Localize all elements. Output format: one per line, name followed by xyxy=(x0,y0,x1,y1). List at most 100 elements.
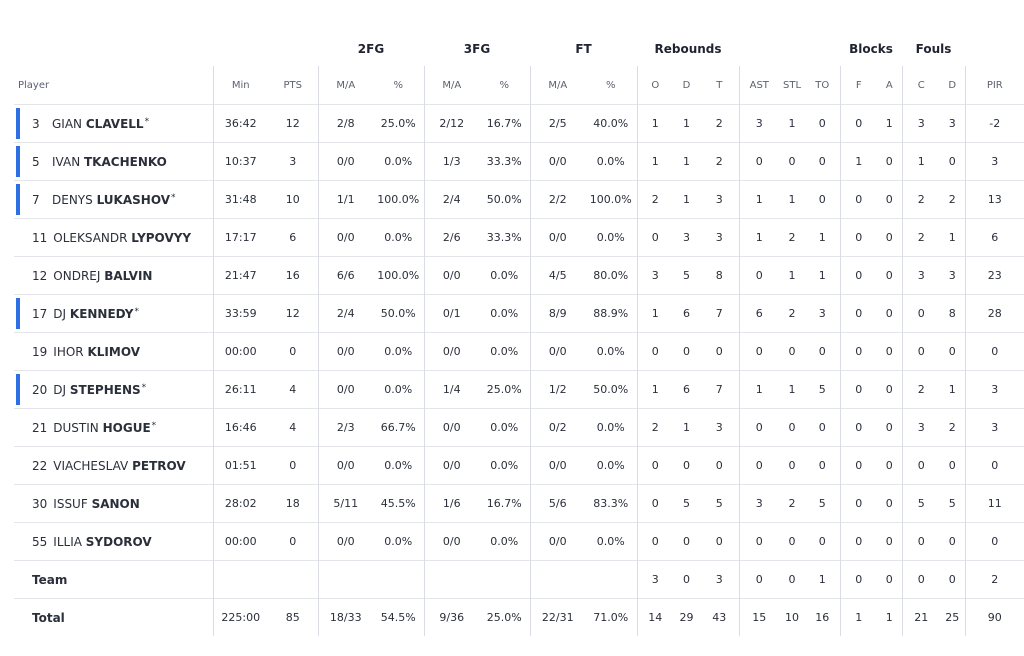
player-first-name: IHOR xyxy=(53,344,84,359)
player-cell[interactable]: 21 DUSTIN HOGUE* xyxy=(14,408,213,447)
col-2fg-ma[interactable]: M/A xyxy=(317,66,373,105)
stat-ft-pct: 0.0% xyxy=(585,522,638,561)
col-3fg-ma[interactable]: M/A xyxy=(423,66,479,105)
player-cell[interactable]: 30 ISSUF SANON xyxy=(14,484,213,523)
player-cell[interactable]: 20 DJ STEPHENS* xyxy=(14,370,213,409)
stat-fg2-pct: 0.0% xyxy=(373,370,424,409)
player-last-name[interactable]: PETROV xyxy=(132,458,186,473)
player-cell[interactable]: 17 DJ KENNEDY* xyxy=(14,294,213,333)
col-3fg-pct[interactable]: % xyxy=(499,79,509,91)
player-cell[interactable]: 7 DENYS LUKASHOV* xyxy=(14,180,213,219)
stat-foul-c: 0 xyxy=(901,294,941,333)
stat-to: 5 xyxy=(805,484,841,523)
stat-reb-o: 0 xyxy=(636,332,674,371)
col-player[interactable]: Player xyxy=(18,79,50,91)
stat-stl: 1 xyxy=(779,370,806,409)
player-row[interactable]: 22 VIACHESLAV PETROV 01:51 0 0/0 0.0% 0/0 0.0% 0… xyxy=(14,446,1024,485)
player-row[interactable]: 17 DJ KENNEDY* 33:59 12 2/4 50.0% 0/1 0.0% 8/9 88… xyxy=(14,294,1024,333)
col-2fg-pct[interactable]: % xyxy=(393,79,403,91)
stat-blk-f: 0 xyxy=(839,180,878,219)
col-reb-o[interactable]: O xyxy=(636,66,674,105)
player-last-name[interactable]: HOGUE xyxy=(102,420,151,435)
player-row[interactable]: 5 IVAN TKACHENKO 10:37 3 0/0 0.0% 1/3 33.3% 0/0 0… xyxy=(14,142,1024,181)
col-reb-t[interactable]: T xyxy=(716,79,723,91)
stat-blk-f: 0 xyxy=(839,294,878,333)
stat-reb-o: 14 xyxy=(636,598,674,636)
stat-foul-c: 3 xyxy=(901,256,941,295)
col-blk-f[interactable]: F xyxy=(839,66,878,105)
player-cell[interactable]: 5 IVAN TKACHENKO xyxy=(14,142,213,181)
stat-blk-a: 0 xyxy=(877,370,903,409)
col-pir[interactable]: PIR xyxy=(964,66,1024,105)
player-row[interactable]: 30 ISSUF SANON 28:02 18 5/11 45.5% 1/6 16.7% 5/6… xyxy=(14,484,1024,523)
stat-blk-f: 1 xyxy=(839,598,878,636)
player-last-name[interactable]: SANON xyxy=(91,496,140,511)
stat-fg2-ma: 2/4 xyxy=(317,294,373,333)
col-foul-c[interactable]: C xyxy=(901,66,941,105)
stat-reb-t: 0 xyxy=(700,332,740,371)
player-first-name: VIACHESLAV xyxy=(53,458,129,473)
player-rows: 3 GIAN CLAVELL* 36:42 12 2/8 25.0% 2/12 16.7% 2/… xyxy=(14,104,1024,636)
stat-stl: 2 xyxy=(779,484,806,523)
player-row[interactable]: 12 ONDREJ BALVIN 21:47 16 6/6 100.0% 0/0 0.0% 4/… xyxy=(14,256,1024,295)
player-last-name[interactable]: STEPHENS xyxy=(69,382,141,397)
player-first-name: DENYS xyxy=(52,192,93,207)
player-cell[interactable]: 11 OLEKSANDR LYPOVYY xyxy=(14,218,213,257)
stat-fg3-pct: 50.0% xyxy=(479,180,530,219)
player-last-name[interactable]: LYPOVYY xyxy=(131,230,192,245)
player-row[interactable]: 21 DUSTIN HOGUE* 16:46 4 2/3 66.7% 0/0 0.0% 0/2 0… xyxy=(14,408,1024,447)
stat-to: 1 xyxy=(805,218,841,257)
player-number: 7 xyxy=(32,192,40,207)
stat-blk-f: 0 xyxy=(839,522,878,561)
player-star-marker: * xyxy=(151,420,157,431)
stat-pts: 0 xyxy=(268,522,318,561)
player-cell[interactable]: 19 IHOR KLIMOV xyxy=(14,332,213,371)
stat-reb-o: 0 xyxy=(636,522,674,561)
stat-fg2-pct: 100.0% xyxy=(373,180,424,219)
col-foul-d[interactable]: D xyxy=(948,79,957,91)
col-ast[interactable]: AST xyxy=(738,66,780,105)
col-to[interactable]: TO xyxy=(815,79,830,91)
player-cell[interactable]: 22 VIACHESLAV PETROV xyxy=(14,446,213,485)
stat-min: 31:48 xyxy=(212,180,268,219)
player-last-name[interactable]: CLAVELL xyxy=(85,116,144,131)
starter-indicator xyxy=(16,298,20,329)
col-blk-a[interactable]: A xyxy=(885,79,893,91)
player-cell[interactable]: 55 ILLIA SYDOROV xyxy=(14,522,213,561)
player-first-name: OLEKSANDR xyxy=(53,230,128,245)
stat-ft-pct: 100.0% xyxy=(585,180,638,219)
player-row[interactable]: 55 ILLIA SYDOROV 00:00 0 0/0 0.0% 0/0 0.0% 0/0 0.… xyxy=(14,522,1024,561)
player-number: 11 xyxy=(32,230,48,245)
player-cell[interactable]: 3 GIAN CLAVELL* xyxy=(14,104,213,143)
col-reb-d[interactable]: D xyxy=(682,79,691,91)
player-first-name: ILLIA xyxy=(53,534,82,549)
player-row[interactable]: 11 OLEKSANDR LYPOVYY 17:17 6 0/0 0.0% 2/6 33.3%… xyxy=(14,218,1024,257)
stat-fg3-ma: 0/0 xyxy=(423,408,479,447)
stat-fg2-ma: 0/0 xyxy=(317,522,373,561)
player-last-name[interactable]: SYDOROV xyxy=(85,534,152,549)
player-last-name[interactable]: KENNEDY xyxy=(69,306,134,321)
player-row[interactable]: 19 IHOR KLIMOV 00:00 0 0/0 0.0% 0/0 0.0% 0/0 0.0%… xyxy=(14,332,1024,371)
stat-to: 0 xyxy=(805,180,841,219)
player-last-name[interactable]: LUKASHOV xyxy=(96,192,170,207)
col-stl[interactable]: STL xyxy=(783,79,802,91)
player-last-name[interactable]: TKACHENKO xyxy=(84,154,167,169)
col-min[interactable]: Min xyxy=(212,66,268,105)
col-ft-ma[interactable]: M/A xyxy=(529,66,585,105)
stat-reb-t: 0 xyxy=(700,446,740,485)
stat-to: 0 xyxy=(805,332,841,371)
stat-reb-t: 8 xyxy=(700,256,740,295)
col-ft-pct[interactable]: % xyxy=(606,79,616,91)
stat-fg3-pct: 0.0% xyxy=(479,332,530,371)
player-row[interactable]: 20 DJ STEPHENS* 26:11 4 0/0 0.0% 1/4 25.0% 1/2 50… xyxy=(14,370,1024,409)
player-last-name[interactable]: BALVIN xyxy=(104,268,153,283)
player-last-name[interactable]: KLIMOV xyxy=(87,344,140,359)
player-star-marker: * xyxy=(144,116,150,127)
player-cell[interactable]: 12 ONDREJ BALVIN xyxy=(14,256,213,295)
stat-fg3-ma: 2/4 xyxy=(423,180,479,219)
col-pts[interactable]: PTS xyxy=(283,79,303,91)
stat-blk-a: 0 xyxy=(877,332,903,371)
player-row[interactable]: 3 GIAN CLAVELL* 36:42 12 2/8 25.0% 2/12 16.7% 2/… xyxy=(14,104,1024,143)
stat-pir: 3 xyxy=(964,142,1024,181)
player-row[interactable]: 7 DENYS LUKASHOV* 31:48 10 1/1 100.0% 2/4 50.0%… xyxy=(14,180,1024,219)
